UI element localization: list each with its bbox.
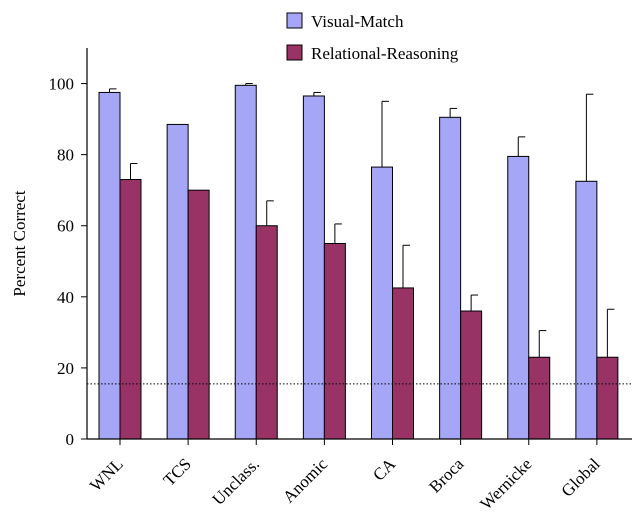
x-ticks: WNL TCS Unclass. Anomic CA Broca Wernicke Globa… [86, 439, 604, 514]
x-tick-label: Anomic [279, 454, 331, 506]
axes [86, 48, 632, 440]
y-tick-label: 40 [57, 288, 74, 307]
x-tick-label: Broca [425, 454, 467, 496]
bar-relational-reasoning-2 [255, 225, 278, 440]
bar-visual-match-5 [439, 116, 462, 440]
x-tick-label: Wernicke [476, 454, 535, 513]
legend-label-1: Relational-Reasoning [311, 44, 459, 63]
bar-visual-match-7 [575, 180, 598, 440]
y-axis-label: Percent Correct [10, 190, 29, 296]
bar-relational-reasoning-0 [119, 179, 142, 440]
error-bars [109, 83, 615, 358]
bar-visual-match-4 [371, 166, 393, 440]
y-tick-label: 0 [66, 430, 75, 449]
x-tick-label: Global [558, 454, 604, 500]
bars [98, 84, 619, 440]
bar-relational-reasoning-4 [392, 287, 414, 440]
y-tick-label: 100 [49, 75, 75, 94]
bar-relational-reasoning-6 [528, 356, 551, 440]
bar-relational-reasoning-1 [187, 189, 210, 440]
bar-visual-match-2 [234, 84, 257, 440]
bar-visual-match-6 [507, 155, 530, 440]
bar-visual-match-3 [302, 95, 325, 440]
legend: Visual-Match Relational-Reasoning [286, 12, 459, 63]
bar-relational-reasoning-3 [323, 243, 346, 440]
y-tick-label: 60 [57, 217, 74, 236]
bar-visual-match-1 [166, 123, 189, 440]
x-tick-label: Unclass. [209, 454, 264, 509]
x-tick-label: TCS [159, 454, 194, 489]
legend-swatch-1 [286, 44, 303, 61]
bar-relational-reasoning-7 [596, 356, 619, 440]
legend-label-0: Visual-Match [311, 12, 404, 31]
x-tick-label: CA [369, 454, 400, 485]
y-tick-label: 80 [57, 146, 74, 165]
y-ticks: 0 20 40 60 80 100 [49, 75, 87, 449]
bar-visual-match-0 [98, 91, 121, 440]
legend-swatch-0 [286, 12, 303, 29]
bar-relational-reasoning-5 [460, 310, 483, 440]
x-tick-label: WNL [86, 454, 127, 495]
y-tick-label: 20 [57, 359, 74, 378]
